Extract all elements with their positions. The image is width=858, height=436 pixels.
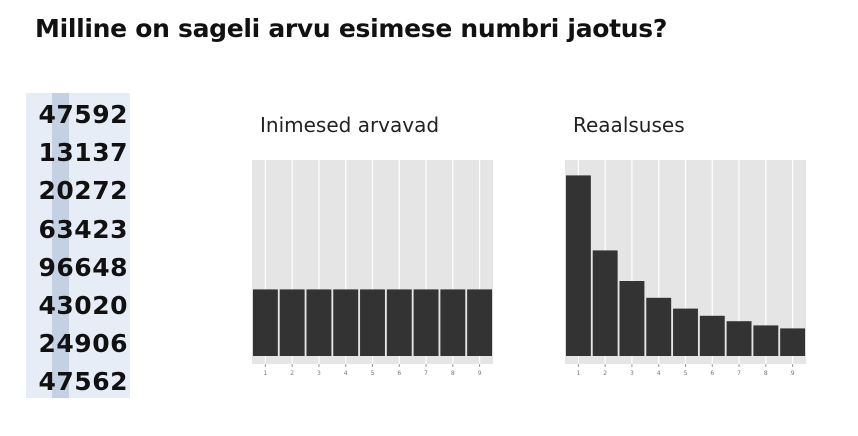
- chart-title-actual: Reaalsuses: [573, 113, 685, 137]
- bar: [673, 308, 698, 356]
- bar: [306, 289, 332, 356]
- number-item: 47562: [38, 367, 128, 397]
- x-tick-label: 2: [603, 370, 607, 377]
- x-tick-label: 3: [630, 370, 634, 377]
- bar: [413, 289, 439, 356]
- number-item: 63423: [38, 214, 128, 244]
- number-list-background: [26, 93, 130, 398]
- number-item: 24906: [38, 329, 128, 359]
- x-tick-label: 1: [576, 370, 580, 377]
- x-tick-label: 1: [263, 370, 267, 377]
- x-tick-label: 5: [371, 370, 375, 377]
- bar: [360, 289, 385, 356]
- bar: [726, 321, 752, 356]
- x-tick-label: 5: [684, 370, 688, 377]
- bar: [252, 289, 278, 356]
- bar: [619, 281, 645, 356]
- bar: [699, 315, 725, 356]
- number-list: 47592 13137 20272 63423 96648 43020 2490…: [0, 96, 130, 402]
- chart-expected: 1 2 3 4 5 6 7 8 9: [252, 160, 493, 377]
- x-tick-label: 8: [764, 370, 768, 377]
- bar: [333, 289, 359, 356]
- bar: [467, 289, 493, 356]
- number-item: 13137: [38, 138, 128, 168]
- bar: [646, 297, 672, 356]
- number-item: 47592: [38, 100, 128, 129]
- x-tick-label: 6: [710, 370, 714, 377]
- x-tick-label: 6: [397, 370, 401, 377]
- bar: [753, 325, 779, 356]
- bar: [592, 250, 618, 356]
- x-tick-label: 9: [791, 370, 795, 377]
- bar: [780, 328, 806, 356]
- number-item: 20272: [38, 176, 128, 206]
- number-item: 43020: [38, 290, 128, 320]
- page-title: Milline on sageli arvu esimese numbri ja…: [35, 14, 668, 43]
- x-tick-label: 8: [451, 370, 455, 377]
- chart-actual: 1 2 3 4 5 6 7 8 9: [565, 160, 806, 377]
- x-tick-label: 4: [344, 370, 348, 377]
- bar: [565, 175, 591, 356]
- x-tick-label: 2: [290, 370, 294, 377]
- bar: [279, 289, 305, 356]
- x-tick-label: 7: [737, 370, 741, 377]
- x-tick-label: 7: [424, 370, 428, 377]
- bar: [386, 289, 412, 356]
- bar: [440, 289, 466, 356]
- chart-title-expected: Inimesed arvavad: [260, 113, 440, 137]
- x-tick-label: 3: [317, 370, 321, 377]
- x-tick-label: 9: [478, 370, 482, 377]
- x-tick-label: 4: [657, 370, 661, 377]
- number-item: 96648: [38, 252, 128, 282]
- first-digit-highlight: [52, 93, 69, 398]
